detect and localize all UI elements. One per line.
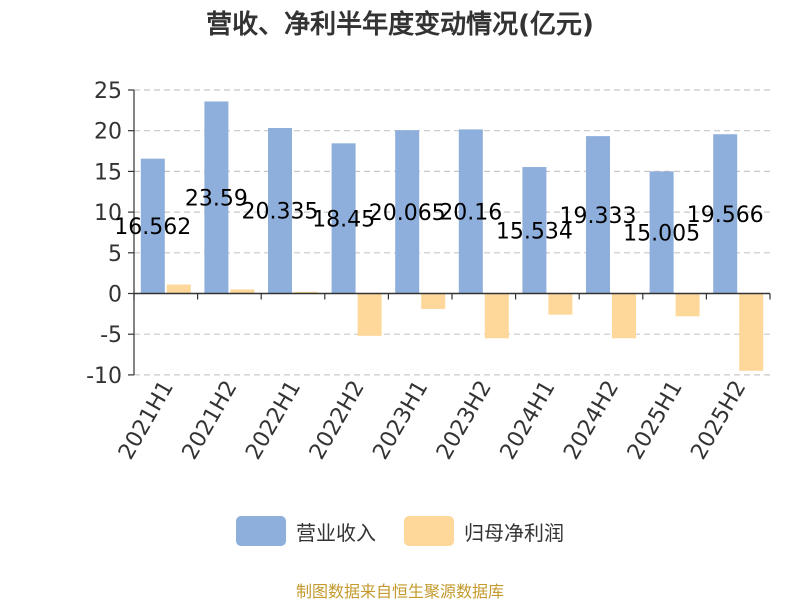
legend-label-revenue: 营业收入 [296, 520, 376, 545]
bar-net-profit [357, 293, 382, 336]
y-tick-label: -10 [86, 364, 122, 389]
y-tick-label: 5 [108, 242, 122, 267]
bar-revenue [649, 171, 674, 294]
y-tick-label: 0 [108, 283, 122, 308]
bar-revenue [268, 127, 292, 294]
x-tick-label: 2023H2 [432, 377, 497, 464]
bar-net-profit [675, 293, 700, 317]
data-label: 23.59 [185, 186, 248, 211]
bar-net-profit [612, 293, 636, 339]
legend: 营业收入 归母净利润 [0, 516, 800, 546]
y-tick-label: -5 [100, 323, 122, 348]
data-label: 15.534 [496, 219, 573, 244]
bar-net-profit [230, 289, 255, 294]
x-tick-label: 2021H2 [178, 377, 243, 464]
bar-net-profit [739, 293, 764, 371]
bar-revenue [395, 130, 420, 294]
data-label: 15.005 [623, 221, 700, 246]
y-tick-label: 10 [94, 201, 122, 226]
x-tick-label: 2022H2 [305, 377, 370, 464]
bar-revenue [458, 129, 483, 294]
chart-title: 营收、净利半年度变动情况(亿元) [206, 10, 594, 40]
x-tick-label: 2021H1 [114, 377, 179, 464]
bar-revenue [204, 101, 229, 294]
bar-net-profit [548, 293, 573, 315]
legend-item-revenue[interactable]: 营业收入 [236, 516, 376, 546]
x-tick-label: 2024H1 [496, 377, 561, 464]
legend-label-net-profit: 归母净利润 [464, 520, 564, 545]
data-source: 制图数据来自恒生聚源数据库 [295, 582, 504, 601]
data-label: 16.562 [114, 215, 191, 240]
bar-revenue [713, 134, 738, 294]
data-label: 19.333 [560, 204, 637, 229]
bar-revenue [140, 158, 165, 294]
bars [140, 101, 764, 371]
data-labels: 16.56223.5920.33518.4520.06520.1615.5341… [114, 186, 763, 246]
y-axis: 25 20 15 10 5 0 -5 -10 [86, 79, 135, 389]
data-label: 18.45 [312, 207, 375, 232]
data-label: 20.335 [242, 200, 319, 225]
data-label: 19.566 [687, 203, 764, 228]
legend-swatch-net-profit [404, 516, 454, 546]
data-label: 20.065 [369, 201, 446, 226]
x-tick-label: 2025H1 [623, 377, 688, 464]
bar-revenue [522, 167, 547, 294]
bar-net-profit [166, 284, 191, 294]
bar-net-profit [484, 293, 509, 339]
x-tick-label: 2025H2 [686, 377, 751, 464]
y-tick-label: 15 [94, 160, 122, 185]
y-tick-label: 25 [94, 79, 122, 104]
y-tick-label: 20 [94, 120, 122, 145]
data-label: 20.16 [439, 200, 502, 225]
bar-revenue [586, 136, 610, 294]
legend-swatch-revenue [236, 516, 286, 546]
x-tick-label: 2023H1 [368, 377, 433, 464]
bar-net-profit [294, 291, 318, 294]
bar-net-profit [421, 293, 446, 309]
x-tick-label: 2022H1 [241, 377, 306, 464]
x-axis: 2021H12021H22022H12022H22023H12023H22024… [114, 292, 771, 464]
bar-revenue [331, 143, 356, 294]
legend-item-net-profit[interactable]: 归母净利润 [404, 516, 564, 546]
x-tick-label: 2024H2 [559, 377, 624, 464]
